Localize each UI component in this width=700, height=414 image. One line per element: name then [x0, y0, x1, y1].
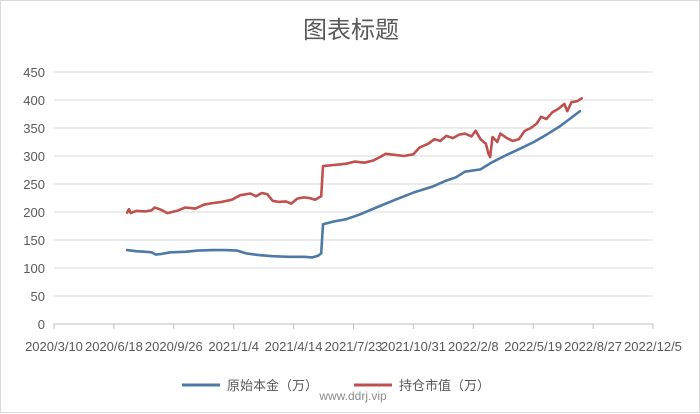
x-tick-label: 2022/2/8 [448, 339, 499, 354]
x-tick-label: 2020/6/18 [85, 339, 143, 354]
y-tick-label: 150 [23, 233, 45, 248]
y-tick-label: 200 [23, 205, 45, 220]
series-line-2 [125, 97, 584, 215]
y-tick-label: 0 [38, 317, 45, 332]
y-tick-label: 250 [23, 177, 45, 192]
x-tick-label: 2022/5/19 [504, 339, 562, 354]
y-tick-label: 350 [23, 121, 45, 136]
chart-title: 图表标题 [303, 16, 399, 44]
y-tick-label: 50 [31, 289, 45, 304]
watermark-text: www.ddrj.vip [318, 389, 387, 403]
x-tick-label: 2021/10/31 [381, 339, 446, 354]
x-tick-label: 2022/8/27 [564, 339, 622, 354]
legend-label: 原始本金（万） [227, 378, 318, 394]
x-tick-label: 2022/12/5 [624, 339, 682, 354]
x-tick-label: 2021/1/4 [208, 339, 259, 354]
x-tick-label: 2020/9/26 [145, 339, 203, 354]
y-tick-label: 300 [23, 149, 45, 164]
x-tick-label: 2021/4/14 [265, 339, 323, 354]
series-line-1 [125, 109, 582, 259]
y-tick-label: 400 [23, 93, 45, 108]
x-tick-label: 2020/3/10 [25, 339, 83, 354]
y-tick-label: 100 [23, 261, 45, 276]
y-tick-label: 450 [23, 65, 45, 80]
legend-label: 持仓市值（万） [399, 378, 490, 394]
x-tick-label: 2021/7/23 [325, 339, 383, 354]
